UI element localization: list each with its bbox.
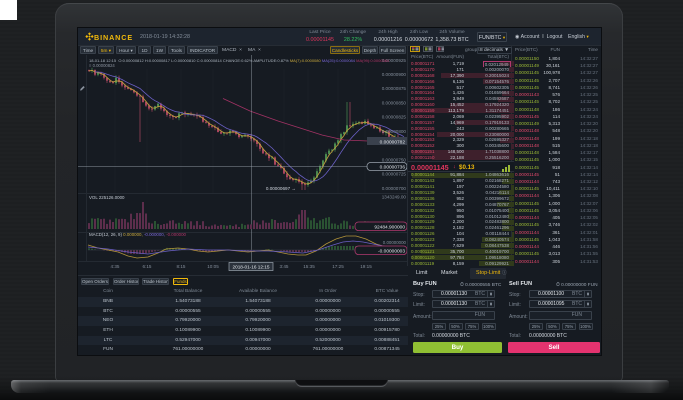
svg-text:92484.900000: 92484.900000 bbox=[374, 224, 405, 230]
svg-text:4:35: 4:35 bbox=[111, 264, 120, 269]
svg-text:0.00000925: 0.00000925 bbox=[382, 58, 407, 63]
svg-text:0.00000782: 0.00000782 bbox=[380, 139, 406, 145]
svg-text:1343249.00: 1343249.00 bbox=[382, 195, 407, 200]
svg-text:0.00000800: 0.00000800 bbox=[382, 129, 407, 134]
svg-text:0.00000875: 0.00000875 bbox=[382, 86, 407, 91]
svg-text:8:15: 8:15 bbox=[177, 264, 186, 269]
svg-text:2018-01-16 12:15: 2018-01-16 12:15 bbox=[232, 265, 269, 270]
svg-text:0.00000725: 0.00000725 bbox=[382, 172, 407, 177]
svg-text:0.00000697 →: 0.00000697 → bbox=[266, 186, 296, 191]
svg-text:0.00000825: 0.00000825 bbox=[382, 115, 407, 120]
svg-text:0.00000850: 0.00000850 bbox=[382, 101, 407, 106]
svg-text:17:25: 17:25 bbox=[332, 264, 344, 269]
svg-text:19:15: 19:15 bbox=[360, 264, 372, 269]
svg-text:3:45: 3:45 bbox=[280, 264, 289, 269]
svg-text:15:35: 15:35 bbox=[303, 264, 315, 269]
svg-text:0.00000000: 0.00000000 bbox=[383, 240, 407, 245]
svg-text:0.00000700: 0.00000700 bbox=[382, 186, 407, 191]
svg-text:0.00000736: 0.00000736 bbox=[380, 165, 406, 171]
svg-text:-0.00000003: -0.00000003 bbox=[378, 248, 405, 254]
svg-text:0.00000750: 0.00000750 bbox=[382, 157, 407, 162]
svg-text:0.00000900: 0.00000900 bbox=[382, 72, 407, 77]
svg-text:6:15: 6:15 bbox=[143, 264, 152, 269]
svg-text:10:05: 10:05 bbox=[207, 264, 219, 269]
